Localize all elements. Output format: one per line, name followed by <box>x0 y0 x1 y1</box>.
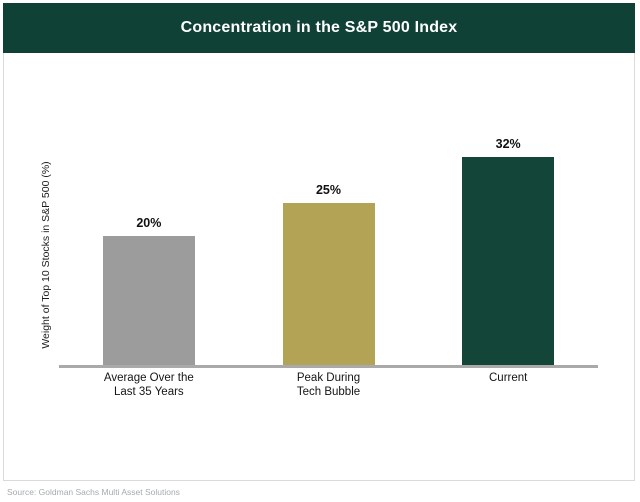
plot-area: 20% 25% 32% <box>59 53 598 368</box>
bar-slot-1: 25% <box>239 53 419 368</box>
x-category-label: Current <box>489 372 528 384</box>
x-category-label: Average Over the Last 35 Years <box>103 372 194 399</box>
bar-value-label: 20% <box>136 216 162 230</box>
x-axis-line <box>59 365 598 368</box>
y-axis-label: Weight of Top 10 Stocks in S&P 500 (%) <box>40 161 52 349</box>
chart-title: Concentration in the S&P 500 Index <box>180 19 458 36</box>
source-note: Source: Goldman Sachs Multi Asset Soluti… <box>7 487 180 497</box>
bar-0 <box>102 236 195 368</box>
chart-body: Weight of Top 10 Stocks in S&P 500 (%) 2… <box>3 53 635 481</box>
bar-slot-2: 32% <box>418 53 598 368</box>
x-category-label: Peak During Tech Bubble <box>296 372 361 399</box>
bar-2 <box>462 157 555 368</box>
x-axis-labels: Average Over the Last 35 Years Peak Durin… <box>59 371 598 399</box>
bar-value-label: 25% <box>315 183 342 197</box>
chart-card: Concentration in the S&P 500 Index Weigh… <box>3 3 635 481</box>
bar-value-label: 32% <box>495 137 521 151</box>
bar-slot-0: 20% <box>59 53 239 368</box>
bar-1 <box>282 203 375 368</box>
chart-title-banner: Concentration in the S&P 500 Index <box>3 3 635 53</box>
